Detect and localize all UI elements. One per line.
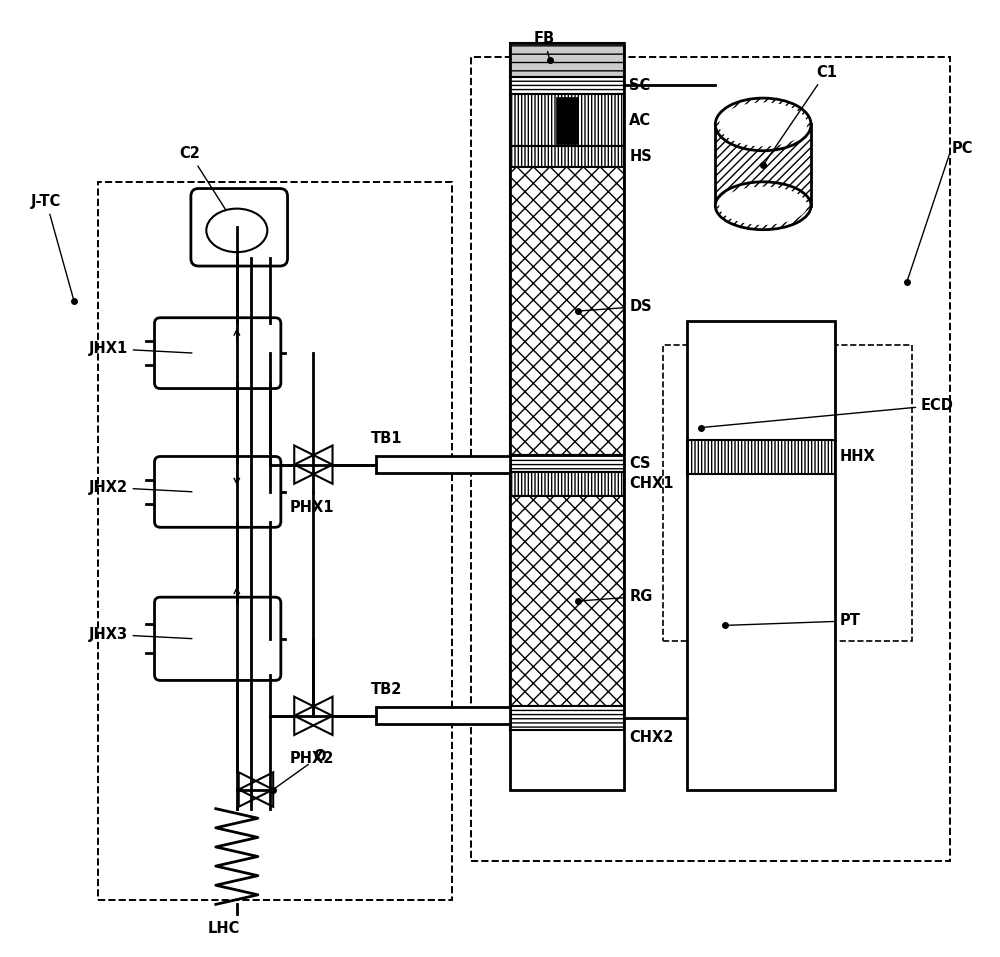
Text: HHX: HHX xyxy=(840,450,875,464)
Bar xyxy=(556,97,578,144)
Bar xyxy=(510,167,624,455)
Text: CS: CS xyxy=(629,456,651,471)
Text: SC: SC xyxy=(629,78,650,93)
Bar xyxy=(715,124,811,206)
Bar xyxy=(510,146,624,167)
Text: LHC: LHC xyxy=(208,921,240,936)
Bar xyxy=(510,43,624,77)
FancyBboxPatch shape xyxy=(155,456,281,527)
Text: TB2: TB2 xyxy=(371,682,402,698)
Bar xyxy=(510,706,624,730)
Ellipse shape xyxy=(715,98,811,150)
Bar xyxy=(510,496,624,706)
Bar xyxy=(510,455,624,472)
Text: DS: DS xyxy=(581,299,652,314)
Text: PT: PT xyxy=(728,613,861,629)
Text: ECD: ECD xyxy=(704,398,954,428)
Text: C2: C2 xyxy=(179,145,235,225)
Bar xyxy=(510,43,624,790)
Text: HS: HS xyxy=(629,149,652,165)
Text: CHX2: CHX2 xyxy=(629,730,674,745)
Text: J-TC: J-TC xyxy=(31,193,73,299)
Text: PHX1: PHX1 xyxy=(289,501,334,515)
Text: PC: PC xyxy=(952,141,973,156)
Text: JHX3: JHX3 xyxy=(88,627,192,642)
Bar xyxy=(687,440,835,474)
Text: FB: FB xyxy=(533,31,555,57)
Text: C1: C1 xyxy=(765,64,837,163)
FancyBboxPatch shape xyxy=(191,189,288,266)
Bar xyxy=(376,456,510,474)
Text: JHX1: JHX1 xyxy=(88,341,192,356)
Bar xyxy=(510,77,624,94)
Text: AC: AC xyxy=(629,113,651,127)
Text: O: O xyxy=(275,748,326,788)
Ellipse shape xyxy=(715,182,811,230)
Bar xyxy=(510,472,624,496)
Text: RG: RG xyxy=(581,589,653,604)
Ellipse shape xyxy=(719,102,807,146)
Text: JHX2: JHX2 xyxy=(88,479,192,495)
Text: TB1: TB1 xyxy=(371,432,402,446)
Ellipse shape xyxy=(719,187,807,225)
Bar xyxy=(687,321,835,790)
Text: CHX1: CHX1 xyxy=(629,477,674,491)
Bar xyxy=(376,707,510,724)
Bar xyxy=(510,94,624,146)
FancyBboxPatch shape xyxy=(155,597,281,680)
FancyBboxPatch shape xyxy=(155,318,281,389)
Text: PHX2: PHX2 xyxy=(289,751,334,767)
Ellipse shape xyxy=(206,209,267,252)
